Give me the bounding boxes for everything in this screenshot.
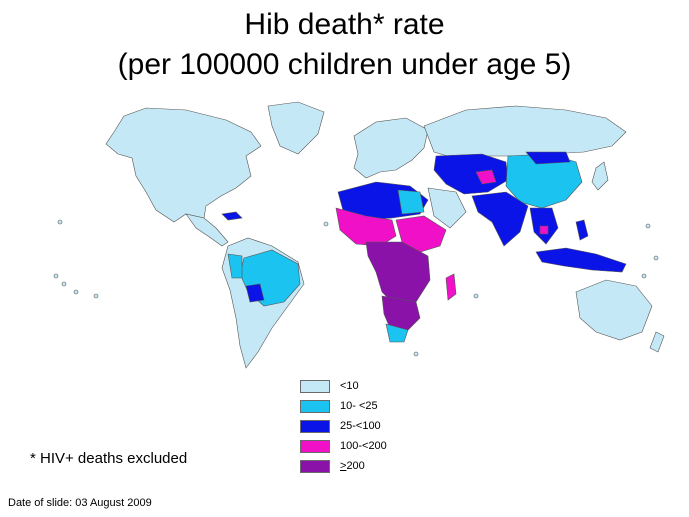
legend-swatch (300, 420, 330, 433)
region-north-america (105, 107, 262, 223)
region-philippines (575, 219, 589, 241)
legend-item-10-25: 10- <25 (300, 400, 460, 414)
legend-item-25-100: 25-<100 (300, 420, 460, 434)
legend-swatch (300, 440, 330, 453)
region-central-america (185, 213, 229, 247)
legend-label: <10 (340, 380, 359, 392)
legend-item-gte200: >200 (300, 460, 460, 474)
footnote: * HIV+ deaths excluded (30, 450, 188, 467)
map-title: Hib death* rate (244, 8, 445, 41)
legend-value: 200 (346, 460, 365, 472)
region-caribbean (221, 211, 243, 221)
legend-label: 25-<100 (340, 420, 381, 432)
legend-label: >200 (340, 460, 365, 473)
region-afghanistan (475, 169, 497, 185)
legend-swatch (300, 380, 330, 393)
region-japan (591, 161, 609, 191)
region-new-zealand (649, 331, 665, 353)
region-cambodia (539, 225, 549, 235)
legend-swatch (300, 400, 330, 413)
region-mongolia (525, 151, 571, 165)
region-europe (353, 117, 429, 179)
region-australia (575, 279, 653, 341)
region-south-africa (385, 323, 409, 343)
region-north-asia (423, 105, 627, 159)
region-central-asia (433, 153, 509, 195)
region-indonesia (535, 247, 627, 273)
legend-label: 100-<200 (340, 440, 387, 452)
region-south-asia (471, 191, 529, 247)
legend-item-100-200: 100-<200 (300, 440, 460, 454)
legend-label: 10- <25 (340, 400, 378, 412)
world-map (53, 101, 665, 369)
legend-prefix: > (340, 460, 347, 472)
legend-swatch (300, 460, 330, 473)
region-madagascar (445, 273, 457, 301)
region-bolivia (245, 283, 265, 303)
region-egypt (397, 189, 425, 215)
region-arabia (427, 187, 467, 229)
region-west-africa (335, 207, 397, 247)
region-andes (227, 253, 243, 279)
legend-item-lt10: <10 (300, 380, 460, 394)
slide-date: Date of slide: 03 August 2009 (8, 497, 152, 509)
region-central-africa (365, 241, 431, 307)
region-greenland (267, 101, 325, 155)
map-subtitle: (per 100000 children under age 5) (117, 48, 572, 81)
